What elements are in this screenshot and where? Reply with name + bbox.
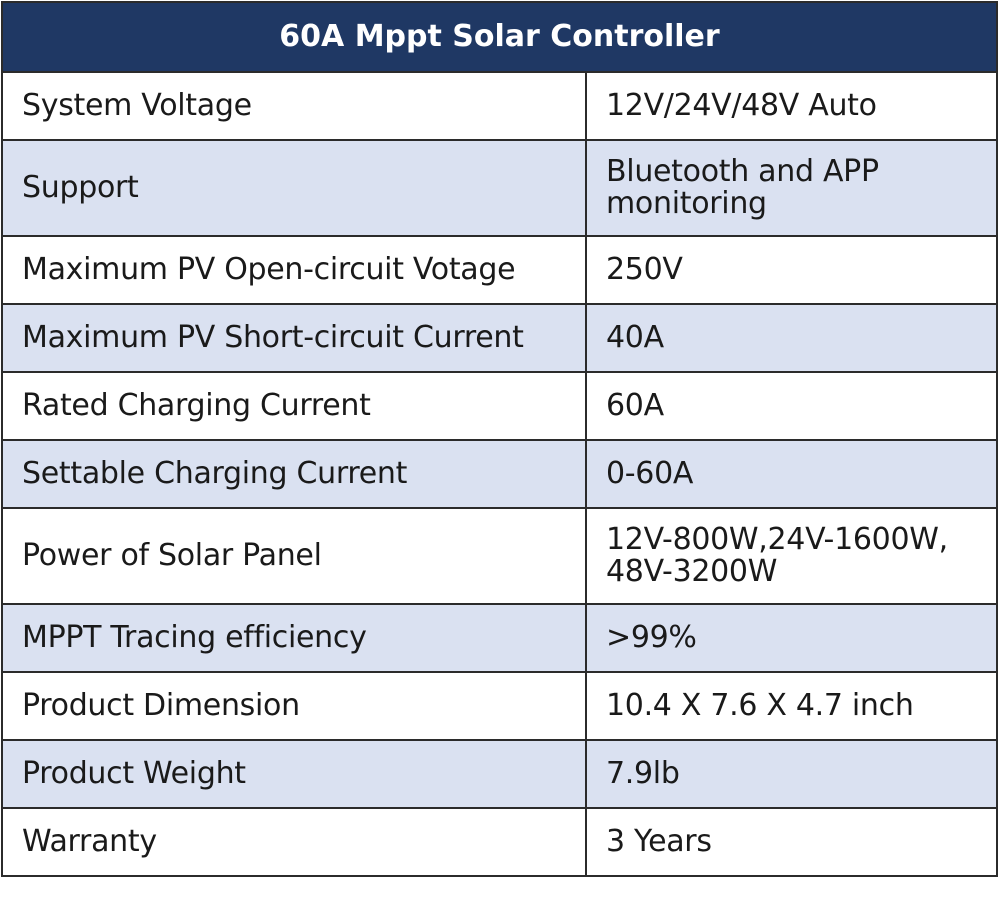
spec-value: 7.9lb xyxy=(585,739,998,809)
spec-label: Support xyxy=(1,139,587,237)
spec-label: Product Dimension xyxy=(1,671,587,741)
spec-label: Maximum PV Open-circuit Votage xyxy=(1,235,587,305)
spec-value: 12V-800W,24V-1600W, 48V-3200W xyxy=(585,507,998,605)
spec-value: 0-60A xyxy=(585,439,998,509)
spec-label: Warranty xyxy=(1,807,587,877)
table-row: Maximum PV Short-circuit Current 40A xyxy=(1,303,998,373)
table-row: MPPT Tracing efficiency >99% xyxy=(1,603,998,673)
spec-value: 3 Years xyxy=(585,807,998,877)
table-row: Power of Solar Panel 12V-800W,24V-1600W,… xyxy=(1,507,998,605)
spec-label: Product Weight xyxy=(1,739,587,809)
spec-value: >99% xyxy=(585,603,998,673)
spec-label: MPPT Tracing efficiency xyxy=(1,603,587,673)
table-row: System Voltage 12V/24V/48V Auto xyxy=(1,71,998,141)
table-header-row: 60A Mppt Solar Controller xyxy=(1,1,998,73)
spec-table: 60A Mppt Solar Controller System Voltage… xyxy=(1,1,998,877)
spec-value: 12V/24V/48V Auto xyxy=(585,71,998,141)
spec-label: Power of Solar Panel xyxy=(1,507,587,605)
table-row: Rated Charging Current 60A xyxy=(1,371,998,441)
spec-label: System Voltage xyxy=(1,71,587,141)
spec-value: 250V xyxy=(585,235,998,305)
spec-value: 40A xyxy=(585,303,998,373)
spec-label: Settable Charging Current xyxy=(1,439,587,509)
spec-value: Bluetooth and APP monitoring xyxy=(585,139,998,237)
table-row: Warranty 3 Years xyxy=(1,807,998,877)
table-row: Support Bluetooth and APP monitoring xyxy=(1,139,998,237)
table-row: Maximum PV Open-circuit Votage 250V xyxy=(1,235,998,305)
table-row: Settable Charging Current 0-60A xyxy=(1,439,998,509)
table-row: Product Weight 7.9lb xyxy=(1,739,998,809)
spec-value: 60A xyxy=(585,371,998,441)
spec-label: Rated Charging Current xyxy=(1,371,587,441)
table-row: Product Dimension 10.4 X 7.6 X 4.7 inch xyxy=(1,671,998,741)
spec-value: 10.4 X 7.6 X 4.7 inch xyxy=(585,671,998,741)
table-title: 60A Mppt Solar Controller xyxy=(1,1,998,73)
spec-label: Maximum PV Short-circuit Current xyxy=(1,303,587,373)
